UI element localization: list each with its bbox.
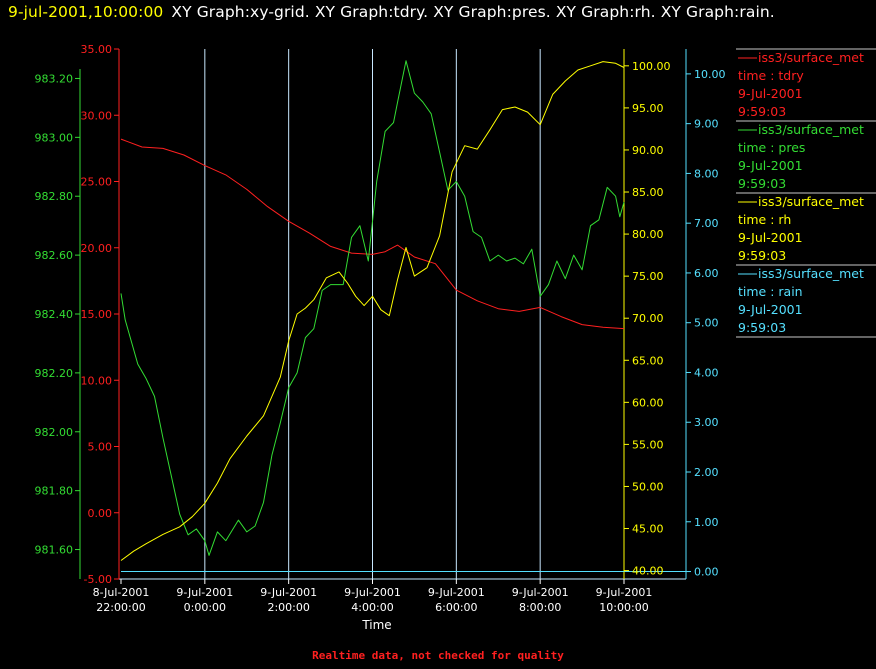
rain-tick-label: 5.00: [694, 317, 719, 330]
x-tick-label-time: 0:00:00: [184, 601, 226, 614]
grid-lines: [119, 49, 686, 580]
rain-tick-label: 4.00: [694, 366, 719, 379]
pres-tick-label: 982.60: [35, 249, 74, 262]
rh-tick-label: 90.00: [632, 144, 664, 157]
timestamp: 9-jul-2001,10:00:00: [8, 3, 164, 21]
pres-tick-label: 983.00: [35, 131, 74, 144]
legend-label: time : rain: [738, 284, 803, 299]
legend-time: 9:59:03: [738, 104, 786, 119]
tdry-tick-label: 20.00: [81, 242, 113, 255]
pres-tick-label: 981.80: [35, 485, 74, 498]
rh-tick-label: 95.00: [632, 102, 664, 115]
x-axis-label: Time: [361, 618, 391, 632]
rh-tick-label: 75.00: [632, 270, 664, 283]
tdry-tick-label: 0.00: [88, 507, 113, 520]
legend-date: 9-Jul-2001: [738, 158, 803, 173]
rh-tick-label: 65.00: [632, 354, 664, 367]
axes: -5.00 0.00 5.00 10.00 15.00 20.00 25.00 30.00 35…: [35, 43, 726, 586]
x-tick-label-time: 10:00:00: [599, 601, 648, 614]
x-tick-label-time: 4:00:00: [351, 601, 393, 614]
rh-tick-label: 80.00: [632, 228, 664, 241]
rh-tick-label: 40.00: [632, 565, 664, 578]
rain-tick-label: 8.00: [694, 167, 719, 180]
legend-date: 9-Jul-2001: [738, 302, 803, 317]
tdry-tick-label: 25.00: [81, 176, 113, 189]
pres-tick-label: 982.00: [35, 426, 74, 439]
quality-note: Realtime data, not checked for quality: [312, 649, 564, 662]
rh-tick-label: 85.00: [632, 186, 664, 199]
tdry-tick-label: 15.00: [81, 308, 113, 321]
x-tick-label-date: 9-Jul-2001: [260, 586, 317, 599]
x-tick-label-time: 22:00:00: [96, 601, 145, 614]
x-tick-label-date: 8-Jul-2001: [93, 586, 150, 599]
pres-tick-label: 981.60: [35, 544, 74, 557]
tdry-line: [120, 138, 625, 330]
rh-tick-label: 100.00: [632, 60, 671, 73]
x-tick-label-date: 9-Jul-2001: [344, 586, 401, 599]
header: 9-jul-2001,10:00:00 XY Graph:xy-grid. XY …: [8, 3, 775, 21]
rh-tick-label: 50.00: [632, 480, 664, 493]
tdry-tick-label: 5.00: [88, 441, 113, 454]
tdry-tick-label: 35.00: [81, 43, 113, 56]
legend-date: 9-Jul-2001: [738, 230, 803, 245]
pres-tick-label: 982.40: [35, 308, 74, 321]
rh-tick-label: 45.00: [632, 523, 664, 536]
legend-time: 9:59:03: [738, 320, 786, 335]
legend-source: iss3/surface_met: [758, 50, 864, 65]
x-tick-label-time: 6:00:00: [435, 601, 477, 614]
x-axis-ticks: 8-Jul-2001 22:00:00 9-Jul-2001 0:00:00 9-Jul…: [93, 579, 653, 614]
x-tick-label-date: 9-Jul-2001: [596, 586, 653, 599]
legend-source: iss3/surface_met: [758, 194, 864, 209]
pres-tick-label: 983.20: [35, 72, 74, 85]
rain-tick-label: 6.00: [694, 267, 719, 280]
rain-tick-label: 0.00: [694, 566, 719, 579]
rain-tick-label: 3.00: [694, 416, 719, 429]
graph-titles: XY Graph:xy-grid. XY Graph:tdry. XY Grap…: [171, 3, 775, 21]
legend-time: 9:59:03: [738, 248, 786, 263]
legend-source: iss3/surface_met: [758, 122, 864, 137]
rh-tick-label: 70.00: [632, 312, 664, 325]
tdry-tick-label: 30.00: [81, 109, 113, 122]
series-lines: [120, 60, 625, 572]
legend-label: time : pres: [738, 140, 805, 155]
legend-date: 9-Jul-2001: [738, 86, 803, 101]
legend-label: time : tdry: [738, 68, 804, 83]
rh-tick-label: 55.00: [632, 438, 664, 451]
rain-tick-label: 2.00: [694, 466, 719, 479]
legend-source: iss3/surface_met: [758, 266, 864, 281]
tdry-tick-label: 10.00: [81, 374, 113, 387]
legend-time: 9:59:03: [738, 176, 786, 191]
pres-line: [120, 60, 625, 556]
x-tick-label-time: 2:00:00: [267, 601, 309, 614]
rain-tick-label: 10.00: [694, 68, 726, 81]
x-tick-label-date: 9-Jul-2001: [176, 586, 233, 599]
tdry-tick-label: -5.00: [84, 573, 112, 586]
legend-label: time : rh: [738, 212, 791, 227]
x-tick-label-date: 9-Jul-2001: [512, 586, 569, 599]
rh-line: [120, 61, 625, 561]
pres-tick-label: 982.80: [35, 190, 74, 203]
x-tick-label-time: 8:00:00: [519, 601, 561, 614]
rh-tick-label: 60.00: [632, 396, 664, 409]
rain-tick-label: 1.00: [694, 516, 719, 529]
x-tick-label-date: 9-Jul-2001: [428, 586, 485, 599]
rain-tick-label: 7.00: [694, 217, 719, 230]
rain-tick-label: 9.00: [694, 118, 719, 131]
pres-tick-label: 982.20: [35, 367, 74, 380]
